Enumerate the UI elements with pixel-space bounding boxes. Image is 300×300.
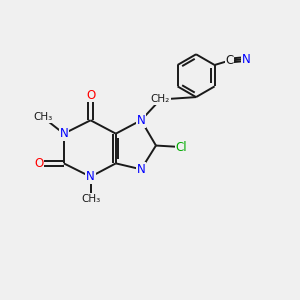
Text: CH₃: CH₃ bbox=[81, 194, 100, 204]
Text: N: N bbox=[137, 163, 146, 176]
Text: O: O bbox=[86, 88, 95, 101]
Text: N: N bbox=[137, 114, 146, 127]
Text: CH₂: CH₂ bbox=[151, 94, 170, 104]
Text: N: N bbox=[59, 127, 68, 140]
Text: C: C bbox=[225, 54, 234, 67]
Text: CH₃: CH₃ bbox=[33, 112, 52, 122]
Text: N: N bbox=[86, 170, 95, 183]
Text: Cl: Cl bbox=[176, 140, 187, 154]
Text: N: N bbox=[242, 52, 250, 66]
Text: O: O bbox=[34, 157, 43, 170]
